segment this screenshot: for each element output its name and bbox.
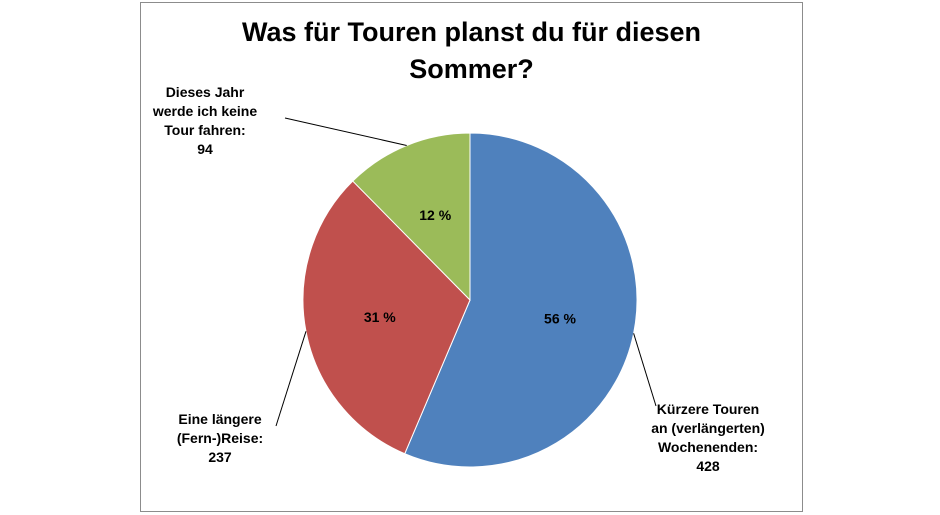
category-label-line: Eine längere xyxy=(178,411,262,427)
chart-title: Was für Touren planst du für diesen Somm… xyxy=(140,14,803,88)
category-label-line: Dieses Jahr xyxy=(165,84,245,100)
category-label-line: Tour fahren: xyxy=(164,122,246,138)
leader-line-short-tours xyxy=(633,333,657,407)
pie-slice-long-trip xyxy=(302,180,471,455)
leader-line-long-trip xyxy=(275,331,307,427)
percent-label-short-tours: 56 % xyxy=(544,310,576,326)
category-label-long-trip: Eine längere (Fern-)Reise: 237 xyxy=(160,410,280,467)
leader-line-no-tour xyxy=(284,117,407,146)
category-label-line: an (verlängerten) xyxy=(651,420,765,436)
category-label-value: 237 xyxy=(208,449,232,465)
category-label-line: Wochenenden: xyxy=(657,439,759,455)
chart-title-line-2: Sommer? xyxy=(409,54,534,84)
chart-title-line-1: Was für Touren planst du für diesen xyxy=(241,17,702,47)
category-label-line: werde ich keine xyxy=(152,103,258,119)
category-label-short-tours: Kürzere Touren an (verlängerten) Wochene… xyxy=(638,400,778,476)
category-label-value: 428 xyxy=(696,458,720,474)
percent-label-long-trip: 31 % xyxy=(364,309,396,325)
category-label-value: 94 xyxy=(197,141,213,157)
percent-label-no-tour: 12 % xyxy=(419,207,451,223)
category-label-line: (Fern-)Reise: xyxy=(176,430,264,446)
category-label-line: Kürzere Touren xyxy=(656,401,760,417)
category-label-no-tour: Dieses Jahr werde ich keine Tour fahren:… xyxy=(130,83,280,159)
pie-slice-short-tours xyxy=(404,132,638,468)
